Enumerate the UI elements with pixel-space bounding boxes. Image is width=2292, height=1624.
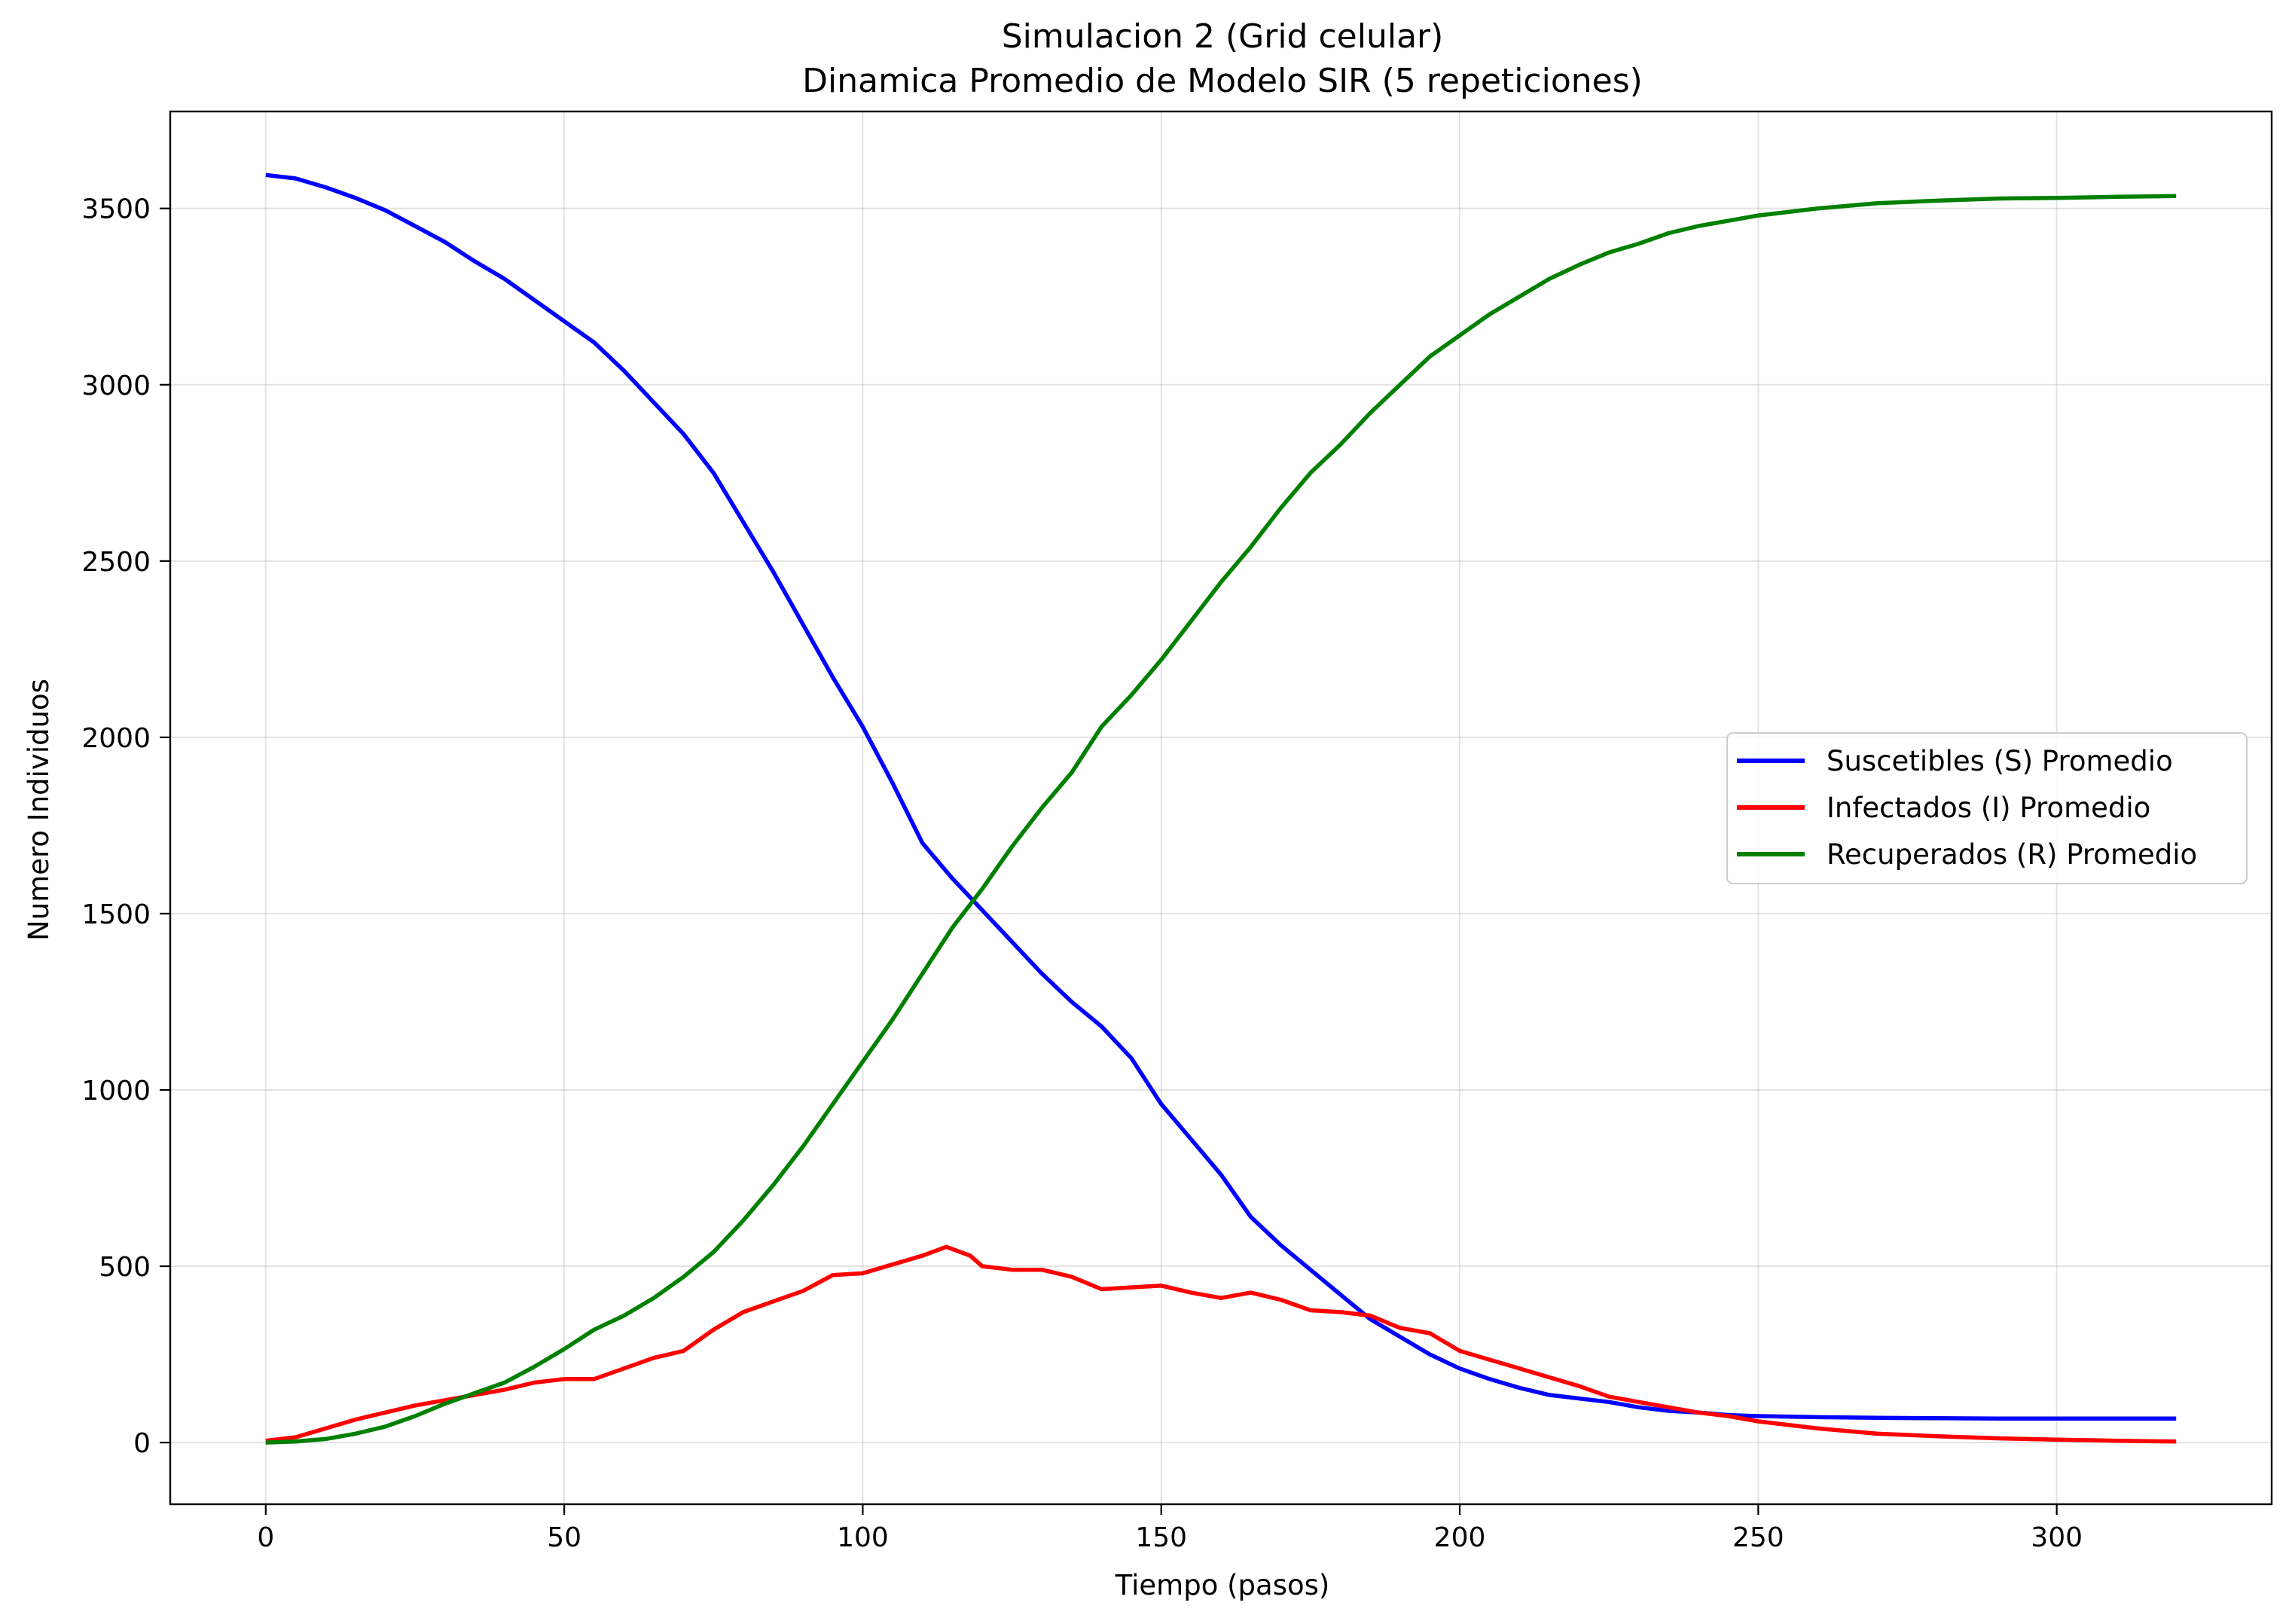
y-tick-label: 500 (99, 1252, 151, 1283)
chart-title-line-1: Simulacion 2 (Grid celular) (1002, 17, 1444, 56)
x-axis-label: Tiempo (pasos) (1115, 1569, 1330, 1601)
y-tick-label: 3500 (81, 194, 151, 225)
x-tick-label: 0 (257, 1522, 274, 1553)
series-line-recuperados (265, 194, 2177, 1445)
legend-box (1726, 732, 2248, 884)
y-axis-label: Numero Individuos (23, 679, 55, 941)
x-tick-label: 50 (547, 1522, 581, 1553)
series-group (265, 172, 2177, 1445)
y-tick-label: 2500 (81, 547, 151, 578)
x-tick-label: 200 (1434, 1522, 1486, 1553)
x-tick-label: 100 (837, 1522, 889, 1553)
x-tick-label: 250 (1732, 1522, 1784, 1553)
x-tick-label: 300 (2031, 1522, 2083, 1553)
legend: Suscetibles (S) Promedio Infectados (I) … (1726, 732, 2248, 884)
y-tick-label: 2000 (81, 723, 151, 754)
grid-lines (170, 111, 2272, 1504)
y-tick-label: 1000 (81, 1076, 151, 1107)
axis-ticks: 0 50 100 150 200 250 3000500100015002000250030… (81, 194, 2083, 1553)
chart-title-line-2: Dinamica Promedio de Modelo SIR (5 repet… (802, 62, 1643, 100)
legend-label-recuperados: Recuperados (R) Promedio (1827, 838, 2197, 871)
legend-label-susceptibles: Suscetibles (S) Promedio (1827, 745, 2173, 777)
y-tick-label: 3000 (81, 371, 151, 401)
x-tick-label: 150 (1135, 1522, 1187, 1553)
y-tick-label: 0 (133, 1428, 151, 1459)
legend-label-infectados: Infectados (I) Promedio (1827, 792, 2150, 824)
plot-frame (169, 110, 2273, 1506)
y-tick-label: 1500 (81, 899, 151, 930)
series-line-infectados (265, 1244, 2177, 1444)
